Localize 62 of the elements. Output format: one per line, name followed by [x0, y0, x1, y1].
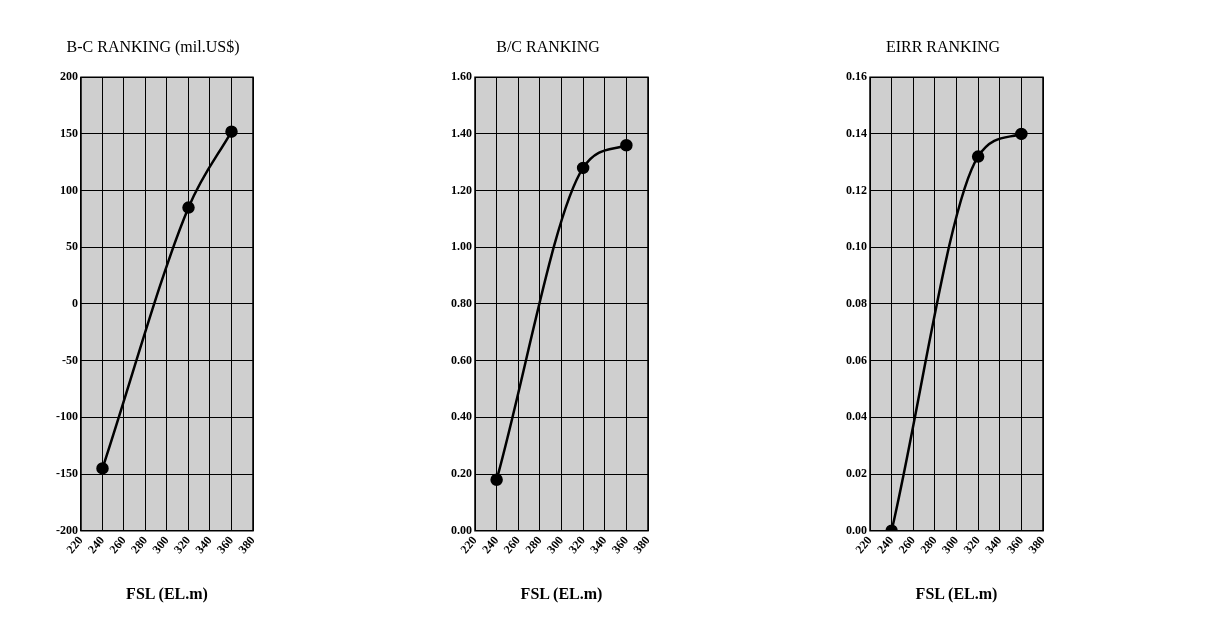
x-tick-label: 320: [565, 533, 588, 557]
y-tick-label: 150: [60, 125, 78, 140]
x-tick-label: 360: [1003, 533, 1027, 557]
point: [225, 125, 238, 138]
x-tick-label: 340: [587, 533, 610, 557]
chart-title: B-C RANKING (mil.US$): [66, 37, 240, 56]
x-tick-label: 340: [192, 533, 215, 557]
point: [971, 150, 985, 163]
x-tick-label: 280: [127, 533, 151, 557]
x-tick-label: 280: [917, 533, 940, 557]
y-tick-label: 200: [60, 69, 78, 84]
y-tick-label: 0.14: [846, 125, 867, 140]
y-tick-label: 0.12: [846, 182, 867, 197]
y-tick-label: 1.60: [451, 69, 472, 84]
x-tick-label: 260: [500, 533, 523, 557]
y-tick-label: -100: [56, 409, 78, 424]
y-tick-label: 0.04: [846, 409, 867, 424]
x-tick-label: 300: [543, 533, 567, 557]
y-tick-label: -150: [56, 466, 78, 481]
y-tick-label: 1.00: [451, 239, 472, 254]
y-tick-label: 100: [60, 182, 78, 197]
x-tick-label: 320: [960, 533, 983, 557]
y-tick-label: 0.08: [846, 296, 867, 311]
chart-title: B/C RANKING: [496, 37, 601, 55]
point: [620, 138, 633, 152]
x-tick-label: 300: [149, 533, 172, 557]
x-tick-label: 260: [106, 533, 129, 557]
x-tick-label: 360: [213, 533, 237, 557]
point: [576, 161, 590, 175]
x-tick-label: 380: [630, 533, 653, 557]
y-tick-label: 0.06: [846, 352, 867, 367]
y-tick-label: 0.20: [451, 466, 472, 481]
x-tick-label: 240: [479, 533, 502, 557]
x-tick-label: 380: [1025, 533, 1048, 557]
y-tick-label: 0.40: [451, 409, 472, 424]
x-axis-title: FSL (EL.m): [915, 584, 998, 603]
point: [1015, 127, 1028, 141]
chart-title: EIRR RANKING: [885, 37, 1001, 55]
x-tick-label: 260: [895, 533, 918, 557]
x-tick-label: 300: [938, 533, 962, 557]
x-axis-title: FSL (EL.m): [520, 584, 603, 603]
x-axis-title: FSL (EL.m): [126, 584, 208, 603]
x-tick-label: 340: [982, 533, 1005, 557]
x-tick-label: 380: [235, 533, 258, 557]
y-tick-label: -50: [62, 352, 78, 367]
y-tick-label: 1.40: [451, 125, 472, 140]
x-tick-label: 240: [84, 533, 108, 557]
point: [96, 462, 109, 475]
y-tick-label: 0.16: [846, 69, 867, 84]
point: [182, 201, 195, 214]
y-tick-label: 0.10: [846, 239, 867, 254]
y-tick-label: 0.02: [846, 466, 867, 481]
y-tick-label: 50: [66, 239, 78, 254]
x-tick-label: 320: [170, 533, 194, 557]
x-tick-label: 240: [874, 533, 897, 557]
point: [490, 473, 503, 486]
x-tick-label: 280: [522, 533, 545, 557]
y-tick-label: 0.80: [451, 296, 472, 311]
y-tick-label: 0: [72, 296, 78, 311]
y-tick-label: 0.60: [451, 352, 472, 367]
y-tick-label: 1.20: [451, 182, 472, 197]
x-tick-label: 360: [608, 533, 632, 557]
